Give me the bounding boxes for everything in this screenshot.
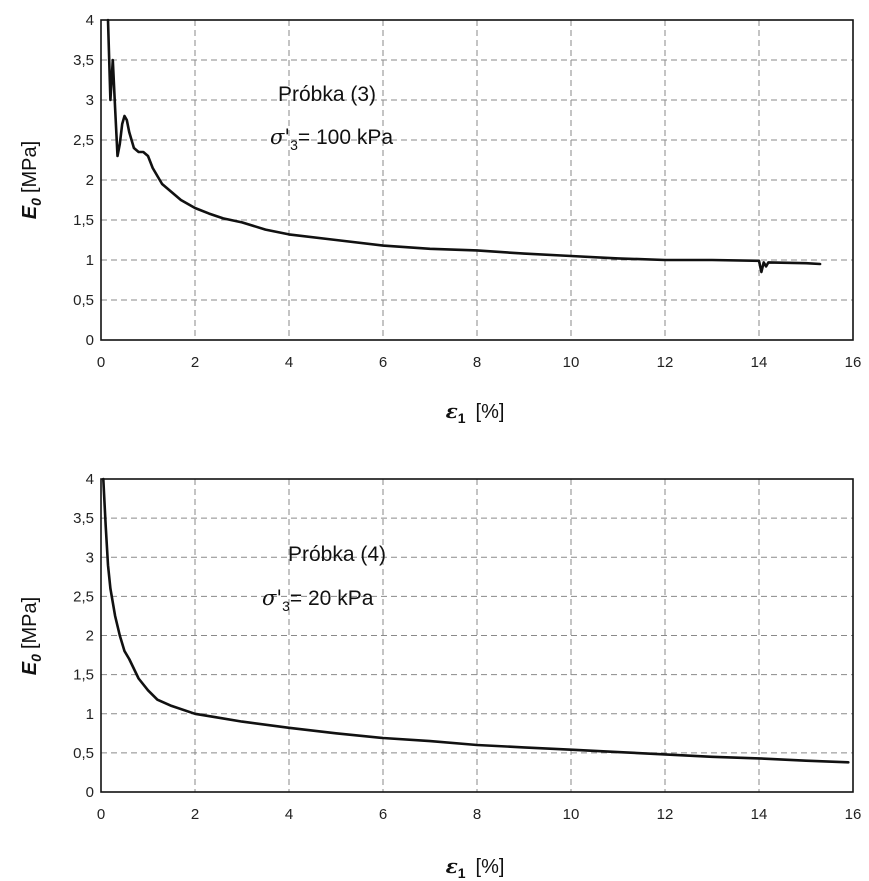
chart-2-x-tick-label: 16 <box>845 806 862 823</box>
chart-1-x-tick-label: 4 <box>285 354 293 371</box>
chart-1-y-tick-label: 1,5 <box>73 212 94 229</box>
chart-1-x-ticks: 0 2 4 6 8 10 12 14 16 <box>97 354 862 371</box>
chart-2-sigma-subscript: 3 <box>282 598 290 614</box>
chart-1-y-ticks: 0 0,5 1 1,5 2 2,5 3 3,5 4 <box>73 12 94 349</box>
chart-1-y-tick-label: 3 <box>86 92 94 109</box>
chart-1-x-tick-label: 14 <box>751 354 768 371</box>
chart-2-x-tick-label: 0 <box>97 806 105 823</box>
chart-2-y-tick-label: 2 <box>86 628 94 645</box>
chart-1-plot-frame <box>100 19 854 341</box>
chart-1-annotation-title: Próbka (3) <box>278 83 376 106</box>
chart-2-y-symbol: E <box>19 661 41 675</box>
chart-1-x-tick-label: 2 <box>191 354 199 371</box>
chart-1-annotation-condition: σ'3= 100 kPa <box>270 125 393 153</box>
chart-2-x-unit: [%] <box>476 856 505 878</box>
chart-2-y-tick-label: 1 <box>86 706 94 723</box>
chart-2-x-tick-label: 2 <box>191 806 199 823</box>
chart-1-grid <box>101 20 853 340</box>
chart-1-x-tick-label: 16 <box>845 354 862 371</box>
chart-2-x-tick-label: 8 <box>473 806 481 823</box>
chart-2-y-tick-label: 3 <box>86 549 94 566</box>
chart-2: 00,511,522,533,54 0 2 4 6 8 10 12 14 16 Próbka (… <box>19 471 861 881</box>
chart-1-y-tick-label: 2 <box>86 172 94 189</box>
chart-1-sigma-subscript: 3 <box>290 137 298 153</box>
chart-2-x-tick-label: 4 <box>285 806 293 823</box>
chart-2-y-tick-label: 0 <box>86 784 94 801</box>
chart-2-x-symbol: ε <box>446 854 458 878</box>
chart-2-y-unit: [MPa] <box>19 597 41 649</box>
chart-2-x-ticks: 0 2 4 6 8 10 12 14 16 <box>97 806 862 823</box>
chart-2-series-line <box>102 477 850 764</box>
chart-2-sigma-symbol: σ' <box>262 586 282 610</box>
chart-2-sigma-value: = 20 kPa <box>290 587 374 610</box>
chart-1-y-unit: [MPa] <box>19 141 41 193</box>
chart-2-annotation-condition: σ'3= 20 kPa <box>262 586 374 614</box>
chart-2-y-axis-label: E0 [MPa] <box>19 597 44 675</box>
chart-2-y-ticks: 0 0,5 1 1,5 2 2,5 3 3,5 4 <box>73 471 94 801</box>
chart-1-x-axis-label: ε1 [%] <box>446 399 505 426</box>
chart-1-y-tick-label: 4 <box>86 12 94 29</box>
chart-2-y-tick-label: 2,5 <box>73 588 94 605</box>
chart-1-x-tick-label: 8 <box>473 354 481 371</box>
chart-1-x-symbol: ε <box>446 399 458 423</box>
chart-2-x-tick-label: 12 <box>657 806 674 823</box>
chart-2-x-axis-label: ε1 [%] <box>446 854 505 881</box>
chart-1-y-tick-label: 2,5 <box>73 132 94 149</box>
chart-1-y-subscript: 0 <box>28 198 44 206</box>
chart-1-x-tick-label: 12 <box>657 354 674 371</box>
chart-2-x-tick-label: 14 <box>751 806 768 823</box>
chart-1-x-tick-label: 6 <box>379 354 387 371</box>
chart-2-y-tick-label: 0,5 <box>73 745 94 762</box>
chart-1-x-unit: [%] <box>476 401 505 423</box>
chart-2-y-tick-label: 4 <box>86 471 94 488</box>
chart-2-x-tick-label: 6 <box>379 806 387 823</box>
chart-2-x-subscript: 1 <box>458 865 466 881</box>
chart-1-series-line <box>106 18 822 274</box>
chart-2-annotation-title: Próbka (4) <box>288 543 386 566</box>
chart-2-y-tick-label: 1,5 <box>73 667 94 684</box>
chart-2-grid <box>101 479 853 792</box>
chart-1-y-tick-label: 0,5 <box>73 292 94 309</box>
chart-2-x-tick-label: 10 <box>563 806 580 823</box>
chart-1-sigma-symbol: σ' <box>270 125 290 149</box>
chart-1-x-subscript: 1 <box>458 410 466 426</box>
chart-2-y-subscript: 0 <box>28 654 44 662</box>
chart-1-x-tick-label: 0 <box>97 354 105 371</box>
chart-1-y-tick-label: 0 <box>86 332 94 349</box>
chart-2-y-tick-label: 3,5 <box>73 510 94 527</box>
chart-1-y-tick-label: 1 <box>86 252 94 269</box>
chart-1-x-tick-label: 10 <box>563 354 580 371</box>
chart-1-y-symbol: E <box>19 205 41 219</box>
chart-1: 00,511,522,533,54 0 2 4 6 8 10 12 14 16 Próbka (… <box>19 12 861 426</box>
chart-1-sigma-value: = 100 kPa <box>298 126 393 149</box>
chart-1-y-tick-label: 3,5 <box>73 52 94 69</box>
chart-1-y-axis-label: E0 [MPa] <box>19 141 44 219</box>
chart-2-plot-frame <box>100 478 854 793</box>
